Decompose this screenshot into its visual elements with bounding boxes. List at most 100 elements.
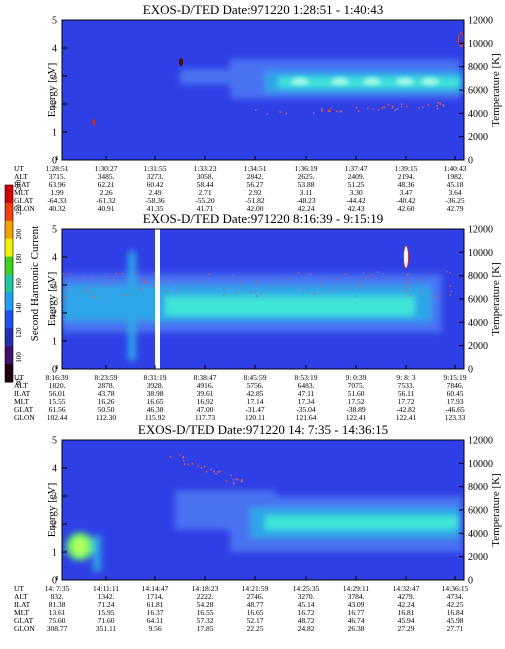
y-tick-label: 1 bbox=[52, 128, 57, 139]
orbit-table: UT 1:28:51 1:30:27 1:31:55 1:33:23 1:34:51 1:3… bbox=[14, 164, 467, 213]
orbit-value: -35.04 bbox=[296, 405, 316, 414]
orbit-value: 42.00 bbox=[247, 204, 264, 213]
noise-spot bbox=[92, 118, 96, 126]
y-tick-label: 3 bbox=[52, 492, 57, 503]
orbit-value: 17.34 bbox=[298, 397, 315, 406]
orbit-value: 122.41 bbox=[346, 413, 367, 422]
orbit-value: 45.98 bbox=[447, 616, 464, 625]
orbit-value: 351.11 bbox=[96, 624, 117, 633]
orbit-value: 3.64 bbox=[448, 188, 461, 197]
orbit-value: 46.74 bbox=[348, 616, 365, 625]
orbit-value: 45.18 bbox=[447, 180, 464, 189]
y2-axis-label: Temperature [K] bbox=[490, 262, 502, 335]
orbit-value: 62.21 bbox=[98, 180, 115, 189]
orbit-value: 6483. bbox=[298, 381, 315, 390]
orbit-value: 43.78 bbox=[98, 389, 115, 398]
orbit-value: 48.77 bbox=[247, 600, 264, 609]
orbit-value: 47.00 bbox=[197, 405, 214, 414]
orbit-value: 3.30 bbox=[349, 188, 362, 197]
orbit-value: 56.01 bbox=[49, 389, 66, 398]
orbit-value: 3273. bbox=[147, 172, 164, 181]
orbit-value: 13.61 bbox=[49, 608, 66, 617]
orbit-value: 14:14:47 bbox=[142, 584, 169, 593]
y-tick-label: 4 bbox=[52, 253, 57, 264]
panel-title: EXOS-D/TED Date:971220 8:16:39 - 9:15:19 bbox=[143, 211, 383, 226]
y-tick-label: 5 bbox=[52, 225, 57, 236]
orbit-value: 27.29 bbox=[398, 624, 415, 633]
orbit-value: 42.85 bbox=[247, 389, 264, 398]
orbit-row-label: GLAT bbox=[14, 405, 34, 414]
orbit-value: 117.73 bbox=[195, 413, 216, 422]
orbit-value: 1:37:47 bbox=[345, 164, 368, 173]
orbit-value: 2878. bbox=[98, 381, 115, 390]
y-tick-label: 0 bbox=[52, 576, 57, 587]
orbit-value: 1:33:23 bbox=[194, 164, 217, 173]
orbit-value: 115.92 bbox=[145, 413, 166, 422]
orbit-value: 7533. bbox=[398, 381, 415, 390]
y2-tick-label: 4000 bbox=[468, 109, 488, 120]
orbit-value: 14:18:23 bbox=[192, 584, 219, 593]
orbit-value: 38.98 bbox=[147, 389, 164, 398]
orbit-value: 3715. bbox=[49, 172, 66, 181]
orbit-value: 308.77 bbox=[47, 624, 68, 633]
colorbar-segment bbox=[5, 185, 13, 204]
orbit-value: 17.72 bbox=[398, 397, 415, 406]
orbit-value: 57.32 bbox=[197, 616, 214, 625]
orbit-value: 7075. bbox=[348, 381, 365, 390]
orbit-value: 71.60 bbox=[98, 616, 115, 625]
y2-tick-label: 4000 bbox=[468, 318, 488, 329]
orbit-value: 17.14 bbox=[247, 397, 264, 406]
orbit-value: 14:11:11 bbox=[93, 584, 119, 593]
orbit-value: 9: 8: 3 bbox=[396, 373, 415, 382]
orbit-value: 9: 0:39 bbox=[345, 373, 366, 382]
orbit-value: 3928. bbox=[147, 381, 164, 390]
y-tick-label: 4 bbox=[52, 44, 57, 55]
orbit-value: 4916. bbox=[197, 381, 214, 390]
orbit-value: 26.38 bbox=[348, 624, 365, 633]
orbit-value: 3.11 bbox=[300, 188, 313, 197]
orbit-value: 2194. bbox=[398, 172, 415, 181]
heatmap-area bbox=[62, 229, 464, 369]
orbit-row-label: MLT bbox=[14, 188, 30, 197]
orbit-value: 46.38 bbox=[147, 405, 164, 414]
y2-axis-label: Temperature [K] bbox=[490, 53, 502, 126]
orbit-value: 56.11 bbox=[398, 389, 415, 398]
colorbar-segment bbox=[5, 346, 13, 365]
orbit-value: 9.56 bbox=[148, 624, 161, 633]
orbit-row-label: GLON bbox=[14, 204, 35, 213]
colorbar-segment bbox=[5, 238, 13, 258]
orbit-value: 3485. bbox=[98, 172, 115, 181]
orbit-row-label: ILAT bbox=[14, 600, 31, 609]
y-tick-label: 1 bbox=[52, 337, 57, 348]
orbit-value: 4734. bbox=[447, 592, 464, 601]
orbit-value: 17.52 bbox=[348, 397, 365, 406]
colorbar-segment bbox=[5, 364, 13, 383]
y2-tick-label: 6000 bbox=[468, 506, 488, 517]
colorbar-label: Second Harmonic Current bbox=[29, 226, 41, 341]
orbit-value: 14: 7:35 bbox=[45, 584, 70, 593]
y2-tick-label: 6000 bbox=[468, 86, 488, 97]
orbit-value: 71.24 bbox=[98, 600, 115, 609]
orbit-row-label: UT bbox=[14, 373, 24, 382]
orbit-value: 102.44 bbox=[47, 413, 68, 422]
orbit-row-label: GLAT bbox=[14, 196, 34, 205]
orbit-value: -40.42 bbox=[396, 196, 416, 205]
orbit-value: 48.72 bbox=[298, 616, 315, 625]
orbit-row-label: ALT bbox=[14, 592, 28, 601]
orbit-row-label: UT bbox=[14, 584, 24, 593]
y2-tick-label: 4000 bbox=[468, 529, 488, 540]
orbit-value: -64.33 bbox=[47, 196, 67, 205]
orbit-value: 2.71 bbox=[198, 188, 211, 197]
orbit-value: -51.82 bbox=[245, 196, 265, 205]
orbit-value: 52.17 bbox=[247, 616, 264, 625]
orbit-value: 58.44 bbox=[197, 180, 214, 189]
y-tick-label: 0 bbox=[52, 365, 57, 376]
colorbar-tick-label: 200 bbox=[15, 229, 23, 240]
orbit-value: 48.36 bbox=[398, 180, 415, 189]
orbit-value: -58.36 bbox=[145, 196, 165, 205]
y2-tick-label: 2000 bbox=[468, 132, 488, 143]
orbit-value: 17.93 bbox=[447, 397, 464, 406]
y2-tick-label: 10000 bbox=[468, 39, 493, 50]
y2-tick-label: 10000 bbox=[468, 248, 493, 259]
orbit-value: 41.35 bbox=[147, 204, 164, 213]
